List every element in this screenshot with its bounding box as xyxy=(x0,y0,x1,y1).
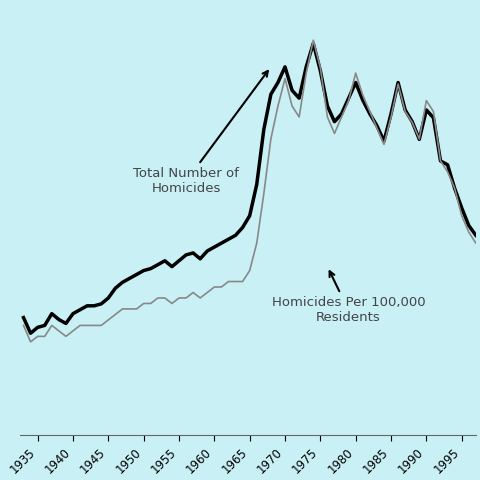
Text: Total Number of
Homicides: Total Number of Homicides xyxy=(133,71,268,195)
Text: Homicides Per 100,000
Residents: Homicides Per 100,000 Residents xyxy=(272,271,425,324)
